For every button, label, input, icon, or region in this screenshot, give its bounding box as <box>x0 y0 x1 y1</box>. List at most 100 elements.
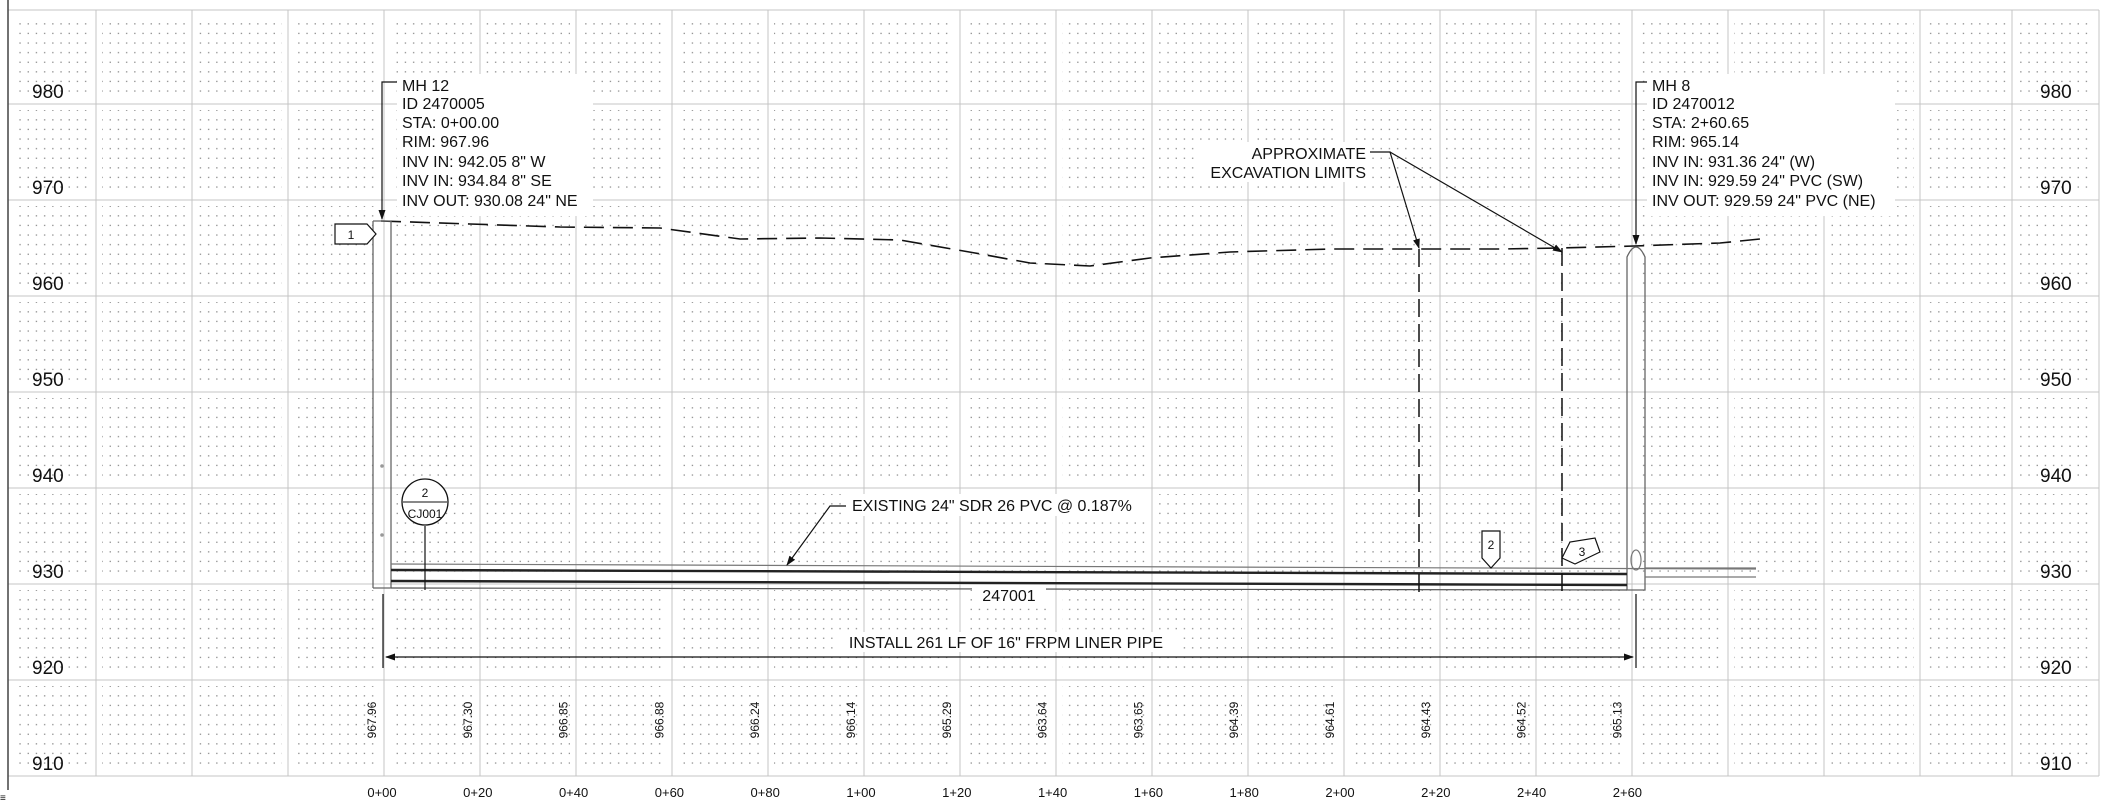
grid-cell <box>1638 686 1722 770</box>
grid-cell <box>582 110 666 194</box>
liner-note: INSTALL 261 LF OF 16" FRPM LINER PIPE <box>849 635 1163 652</box>
grid-cell <box>1254 302 1338 386</box>
grid-cell <box>1542 302 1626 386</box>
grid-cell <box>1926 302 2006 386</box>
grid-cell <box>1254 16 1338 98</box>
grid-cell <box>390 590 474 674</box>
excavation-note: APPROXIMATE EXCAVATION LIMITS <box>1195 142 1370 182</box>
mh12-label-line: INV IN: 934.84 8" SE <box>402 173 552 190</box>
station-label: 2+20 <box>1421 785 1450 800</box>
grid-cell <box>774 16 858 98</box>
grid-cell <box>774 686 858 770</box>
grid-cell <box>1926 110 2006 194</box>
grid-cell <box>486 302 570 386</box>
grid-cell <box>2018 16 2093 98</box>
grid-cell <box>774 206 858 290</box>
grid-cell <box>1350 302 1434 386</box>
mh8-label-line: INV IN: 931.36 24" (W) <box>1652 154 1815 171</box>
excavation-note-line: EXCAVATION LIMITS <box>1210 165 1366 182</box>
elevation-label-left: 910 <box>32 754 64 775</box>
station-labels: 0+00 0+20 0+40 0+60 0+80 1+00 1+20 1+40 1+60 1+80… <box>367 785 1642 800</box>
grid-cell <box>966 206 1050 290</box>
ground-elevation-label: 964.52 <box>1515 701 1529 738</box>
grid-cell <box>1542 590 1626 674</box>
grid-cell <box>102 590 186 674</box>
grid-cell <box>390 398 474 482</box>
grid-cell <box>390 206 474 290</box>
grid-cell <box>966 110 1050 194</box>
grid-cell <box>1158 494 1242 578</box>
grid-cell <box>1638 590 1722 674</box>
grid-cell <box>14 398 90 482</box>
callout-tag-3-number: 3 <box>1579 545 1586 559</box>
grid-cell <box>198 686 282 770</box>
detail-sheet: CJ001 <box>408 507 443 521</box>
grid-cell <box>294 16 378 98</box>
grid-cell <box>1446 398 1530 482</box>
grid-cell <box>1350 686 1434 770</box>
mh12-label-line: ID 2470005 <box>402 96 485 113</box>
elevation-label-right: 980 <box>2040 82 2072 103</box>
grid-cell <box>774 110 858 194</box>
mh12-label-line: INV OUT: 930.08 24" NE <box>402 193 578 210</box>
elevation-label-right: 920 <box>2040 658 2072 679</box>
grid-cell <box>1062 686 1146 770</box>
station-label: 0+40 <box>559 785 588 800</box>
station-label: 0+20 <box>463 785 492 800</box>
elevation-labels-left: 980 970 960 950 940 930 920 910 <box>32 82 64 775</box>
mh8-label-line: RIM: 965.14 <box>1652 134 1739 151</box>
grid-cell <box>390 302 474 386</box>
grid-cell <box>198 494 282 578</box>
elevation-label-left: 940 <box>32 466 64 487</box>
grid-cell <box>102 398 186 482</box>
grid-cell <box>1542 494 1626 578</box>
grid-cell <box>14 590 90 674</box>
station-label: 2+40 <box>1517 785 1546 800</box>
callout-tag-1-number: 1 <box>348 228 355 242</box>
grid-cell <box>1062 206 1146 290</box>
station-label: 0+80 <box>751 785 780 800</box>
grid-cell <box>390 686 474 770</box>
grid-cell <box>198 302 282 386</box>
mh8-label-line: MH 8 <box>1652 78 1690 95</box>
grid-cell <box>678 686 762 770</box>
ground-elevation-label: 965.13 <box>1610 701 1624 738</box>
grid-cell <box>1734 302 1818 386</box>
ground-elevation-label: 964.61 <box>1323 701 1337 738</box>
grid-cell <box>198 16 282 98</box>
grid-cell <box>1734 686 1818 770</box>
ground-elevation-label: 966.85 <box>557 701 571 738</box>
ground-elevation-label: 964.43 <box>1419 701 1433 738</box>
grid-cell <box>1926 398 2006 482</box>
ground-elevation-label: 963.64 <box>1036 701 1050 738</box>
ground-elevation-label: 966.14 <box>844 701 858 738</box>
grid-cell <box>774 398 858 482</box>
grid-cell <box>582 398 666 482</box>
ground-elevation-label: 965.29 <box>940 701 954 738</box>
grid-cell <box>486 590 570 674</box>
grid-cell <box>582 16 666 98</box>
grid-cell <box>1446 302 1530 386</box>
grid-cell <box>1542 686 1626 770</box>
grid-cell <box>2018 110 2093 194</box>
grid-cell <box>1254 590 1338 674</box>
grid-cell <box>1734 590 1818 674</box>
grid-cell <box>294 206 378 290</box>
grid-cell <box>966 16 1050 98</box>
grid-cell <box>102 686 186 770</box>
elevation-label-right: 910 <box>2040 754 2072 775</box>
grid-cell <box>870 302 954 386</box>
grid-cell <box>2018 398 2093 482</box>
grid-cell <box>678 302 762 386</box>
grid-cell <box>294 110 378 194</box>
mh12-label-line: MH 12 <box>402 78 449 95</box>
ground-elevation-label: 966.24 <box>748 701 762 738</box>
station-label: 1+40 <box>1038 785 1067 800</box>
grid-cell <box>1926 590 2006 674</box>
mh12-label-line: RIM: 967.96 <box>402 134 489 151</box>
elevation-label-left: 920 <box>32 658 64 679</box>
station-label: 0+60 <box>655 785 684 800</box>
grid-cell <box>1926 494 2006 578</box>
mh8-label-line: ID 2470012 <box>1652 96 1735 113</box>
grid-cell <box>294 398 378 482</box>
